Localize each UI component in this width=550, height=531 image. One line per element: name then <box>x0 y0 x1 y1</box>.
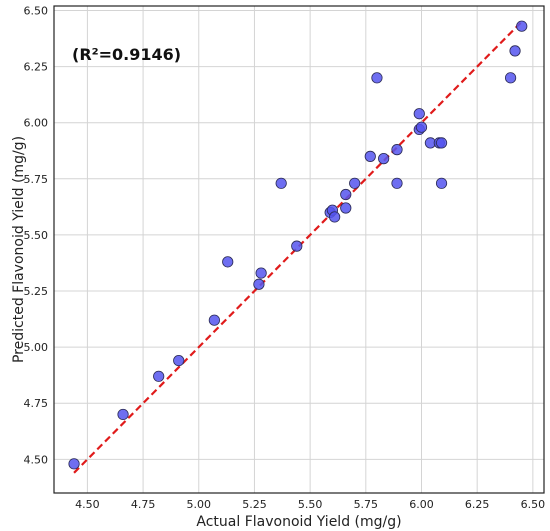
data-point <box>349 177 361 189</box>
data-point <box>378 153 390 165</box>
x-axis-label: Actual Flavonoid Yield (mg/g) <box>196 514 401 530</box>
data-point <box>364 150 376 162</box>
data-point <box>371 72 383 84</box>
plot-frame <box>53 5 545 494</box>
y-axis-label: Predicted Flavonoid Yield (mg/g) <box>11 136 27 363</box>
data-point <box>68 458 80 470</box>
data-point <box>117 408 129 421</box>
data-point <box>415 121 428 133</box>
data-point <box>275 177 287 189</box>
fit-line <box>73 20 523 474</box>
fit-line-group <box>73 20 523 474</box>
y-tick-label: 6.00 <box>24 117 49 130</box>
y-tick-label: 5.25 <box>24 285 49 298</box>
x-tick-label: 4.75 <box>131 498 156 511</box>
x-tick-label: 6.50 <box>521 498 546 511</box>
data-point <box>253 278 265 290</box>
x-tick-label: 5.00 <box>187 498 212 511</box>
data-point <box>208 314 220 326</box>
y-tick-label: 6.25 <box>24 61 49 74</box>
x-tick-label: 6.25 <box>465 498 490 511</box>
data-point <box>222 256 234 268</box>
data-point <box>516 20 528 32</box>
data-point <box>391 144 403 156</box>
x-tick-label: 4.50 <box>75 498 100 511</box>
y-tick-label: 6.50 <box>24 4 49 17</box>
data-point <box>153 370 165 382</box>
data-point <box>340 188 352 201</box>
x-tick-label: 5.50 <box>298 498 323 511</box>
data-point <box>504 72 517 84</box>
y-tick-label: 5.75 <box>24 173 49 186</box>
data-point <box>391 177 403 189</box>
x-tick-label: 6.00 <box>409 498 434 511</box>
data-point <box>509 45 521 57</box>
data-point <box>173 354 185 367</box>
data-point <box>329 211 341 223</box>
data-point <box>435 137 448 149</box>
data-point <box>340 202 352 214</box>
x-tick-labels: 4.50 4.75 5.00 5.25 5.50 5.75 6.00 6.25 6.50 <box>75 498 545 511</box>
r-squared-annotation: (R²=0.9146) <box>72 45 181 64</box>
data-points <box>68 20 528 470</box>
y-tick-label: 5.50 <box>24 229 49 242</box>
y-tick-label: 4.75 <box>24 397 49 410</box>
data-point <box>413 108 425 120</box>
y-tick-label: 5.00 <box>24 341 49 354</box>
grid-lines <box>54 6 544 493</box>
data-point <box>255 267 267 279</box>
data-point <box>435 177 448 189</box>
x-tick-label: 5.25 <box>242 498 267 511</box>
y-tick-labels: 4.50 4.75 5.00 5.25 5.50 5.75 6.00 6.25 6.50 <box>24 4 49 466</box>
y-tick-label: 4.50 <box>24 453 49 466</box>
data-point <box>291 240 303 252</box>
x-tick-label: 5.75 <box>354 498 379 511</box>
